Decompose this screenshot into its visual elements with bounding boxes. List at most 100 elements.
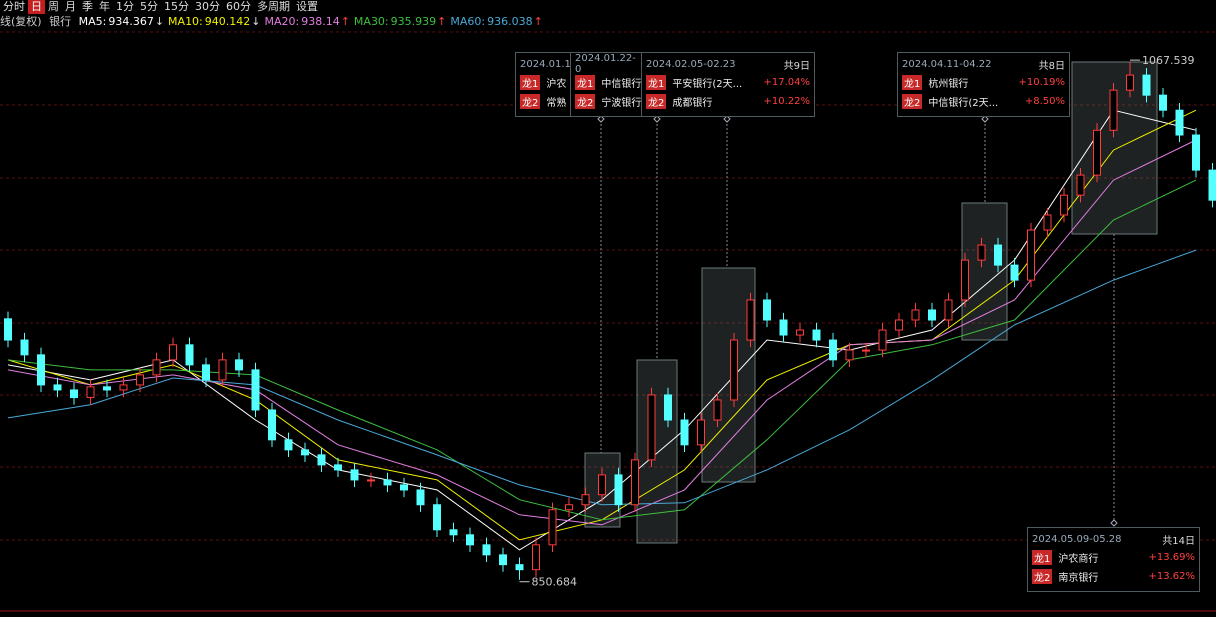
leader-box: 2024.05.09-05.28 共14日 龙1 沪农商行 +13.69% 龙2 南京银行 +… [1027, 527, 1200, 592]
box-header: 2024.05.09-05.28 共14日 [1032, 530, 1195, 548]
candle-body [1109, 89, 1118, 131]
leader-rank: 龙1 [646, 75, 667, 90]
ma-value: 936.038 [487, 15, 533, 28]
candle-body [944, 299, 953, 321]
candle-body [136, 374, 144, 386]
period-tab[interactable]: 年 [99, 0, 110, 13]
candle-body [928, 309, 936, 321]
candle-body [482, 544, 491, 556]
box-date: 2024.04.11-04.22 [902, 58, 992, 70]
candle-body [301, 449, 309, 456]
period-tab[interactable]: 30分 [195, 0, 220, 13]
candle-body [416, 489, 425, 506]
ma-trend: ↓ [154, 15, 165, 28]
connector-dots [597, 115, 1118, 527]
period-tab[interactable]: 月 [65, 0, 76, 13]
leader-box: 2024.01.1 龙1 沪农 龙2 常熟 [515, 52, 575, 117]
candle-body [1126, 74, 1134, 91]
candle-body [532, 544, 540, 571]
candle-body [1027, 229, 1035, 281]
candle-body [317, 454, 326, 466]
candle-body [367, 479, 375, 482]
candle-body [1208, 169, 1216, 201]
toolbar: 分时日周月季年 1分 5分 15分 30分 60分 多周期 设置 [0, 0, 321, 14]
candle-body [680, 419, 689, 446]
leader-rank: 龙2 [1032, 569, 1053, 584]
candle-body [4, 318, 12, 341]
leader-rank: 龙1 [575, 75, 596, 90]
period-tab[interactable]: 5分 [140, 0, 158, 13]
box-date: 2024.01.22-0 [575, 53, 636, 75]
candle-body [103, 386, 111, 391]
period-tab[interactable]: 分时 [3, 0, 25, 13]
candle-body [400, 484, 408, 491]
ma-name: MA20: [264, 15, 300, 28]
leader-change: +13.69% [1148, 552, 1195, 563]
candle-body [37, 354, 45, 386]
ma-value: 938.14 [301, 15, 340, 28]
period-tab[interactable]: 设置 [296, 0, 318, 13]
box-date: 2024.05.09-05.28 [1032, 533, 1122, 545]
ma-trend: ↑ [437, 15, 447, 28]
period-tab[interactable]: 周 [48, 0, 59, 13]
candle-body [20, 339, 29, 356]
leader-row: 龙2 中信银行(2天... +8.50% [902, 92, 1065, 111]
leader-change: +13.62% [1148, 571, 1195, 582]
candle-body [862, 349, 870, 352]
box-header: 2024.01.22-0 [575, 53, 640, 75]
leader-box: 2024.02.05-02.23 共9日 龙1 平安银行(2天... +17.04% 龙2… [641, 52, 815, 117]
period-tab[interactable]: 多周期 [257, 0, 290, 13]
leader-row: 龙1 杭州银行 +10.19% [902, 73, 1065, 92]
ma-value: 934.367 [108, 15, 154, 28]
period-tab[interactable]: 1分 [116, 0, 134, 13]
candle-body [878, 329, 887, 351]
leader-row: 龙1 平安银行(2天... +17.04% [646, 73, 810, 92]
candle-body [1142, 74, 1151, 96]
candle-body [1175, 109, 1184, 136]
candle-body [185, 344, 194, 366]
candle-body [961, 259, 969, 301]
leader-box: 2024.04.11-04.22 共8日 龙1 杭州银行 +10.19% 龙2 中信银行(2… [897, 52, 1070, 117]
box-date: 2024.01.1 [520, 58, 571, 70]
leader-name: 沪农 [546, 79, 567, 90]
period-tab[interactable]: 60分 [226, 0, 251, 13]
candle-body [350, 469, 359, 481]
leader-name: 常熟 [546, 98, 567, 109]
box-header: 2024.02.05-02.23 共9日 [646, 55, 810, 73]
leader-row: 龙2 南京银行 +13.62% [1032, 567, 1195, 586]
ma-trend: ↑ [533, 15, 543, 28]
period-tab[interactable]: 季 [82, 0, 93, 13]
candle-body [202, 364, 210, 381]
candle-body [1060, 194, 1068, 216]
leader-change: +17.04% [763, 77, 810, 88]
period-tab[interactable]: 15分 [164, 0, 189, 13]
candle-body [251, 369, 260, 411]
candle-body [994, 244, 1002, 266]
period-tab[interactable]: 日 [28, 0, 45, 14]
ma-name: MA30: [353, 15, 389, 28]
candle-body [746, 299, 755, 341]
box-header: 2024.04.11-04.22 共8日 [902, 55, 1065, 73]
candle-body [1192, 134, 1200, 171]
candle-body [565, 504, 573, 511]
ma-value: 935.939 [390, 15, 437, 28]
candle-body [1159, 94, 1167, 111]
candle-body [581, 494, 590, 506]
candle-body [1076, 174, 1085, 196]
candle-body [977, 244, 986, 261]
leader-name: 杭州银行 [928, 79, 969, 90]
chart-title: 线(复权) [0, 15, 42, 28]
indicator-header: 线(复权) 银行 MA5: 934.367↓ MA10: 940.142↓ MA20: 9… [0, 15, 547, 29]
low-label: 850.684 [532, 576, 578, 589]
candle-body [911, 309, 920, 321]
candle-body [614, 474, 623, 506]
candle-body [730, 339, 738, 401]
leader-name: 平安银行(2天... [672, 79, 743, 90]
candle-body [383, 479, 392, 486]
candle-body [268, 409, 276, 441]
leader-name: 中信银行 [601, 79, 642, 90]
leader-change: +10.19% [1018, 77, 1065, 88]
leader-rank: 龙2 [520, 94, 541, 109]
leader-rank: 龙2 [575, 94, 596, 109]
candle-body [895, 319, 903, 331]
